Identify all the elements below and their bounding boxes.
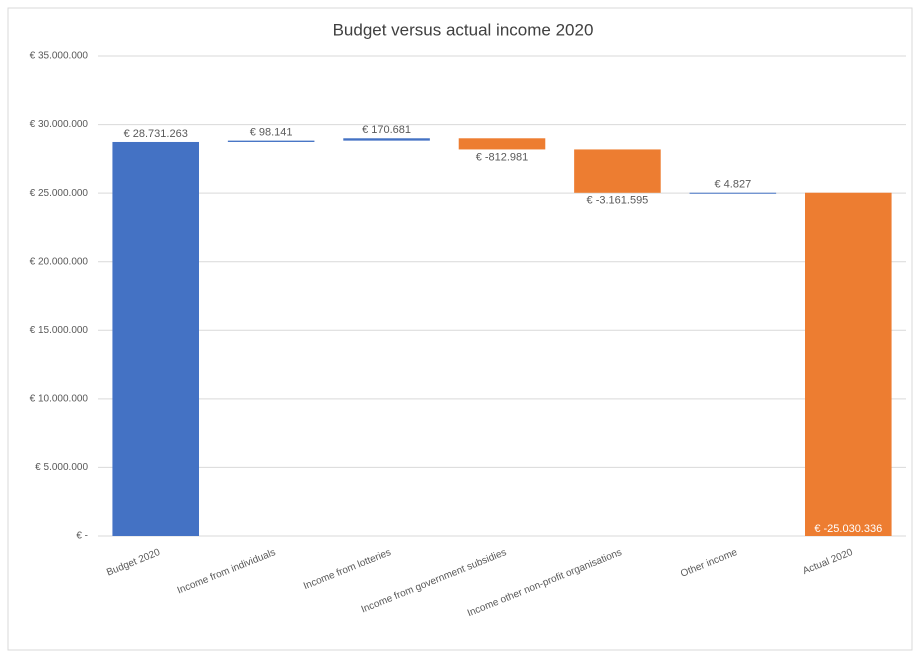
value-label: € -25.030.336: [814, 523, 882, 535]
y-tick-label: € 5.000.000: [35, 462, 88, 473]
y-tick-label: € 35.000.000: [30, 51, 89, 62]
y-tick-label: € 30.000.000: [30, 119, 89, 130]
y-tick-label: € 10.000.000: [30, 393, 89, 404]
y-tick-label: € 20.000.000: [30, 256, 89, 267]
bar: [574, 149, 661, 193]
value-label: € 28.731.263: [124, 128, 188, 140]
y-tick-label: € 25.000.000: [30, 188, 89, 199]
bar: [112, 141, 199, 536]
chart-title: Budget versus actual income 2020: [333, 20, 594, 39]
bar: [689, 192, 777, 194]
value-label: € 170.681: [362, 124, 411, 136]
bar: [227, 140, 315, 142]
value-label: € 98.141: [250, 127, 293, 139]
value-label: € -3.161.595: [587, 195, 649, 207]
value-label: € 4.827: [715, 179, 752, 191]
y-tick-label: € -: [76, 531, 88, 542]
y-tick-label: € 15.000.000: [30, 325, 89, 336]
bar: [458, 138, 546, 150]
value-label: € -812.981: [476, 151, 529, 163]
bar: [343, 138, 430, 141]
bar: [805, 192, 892, 537]
